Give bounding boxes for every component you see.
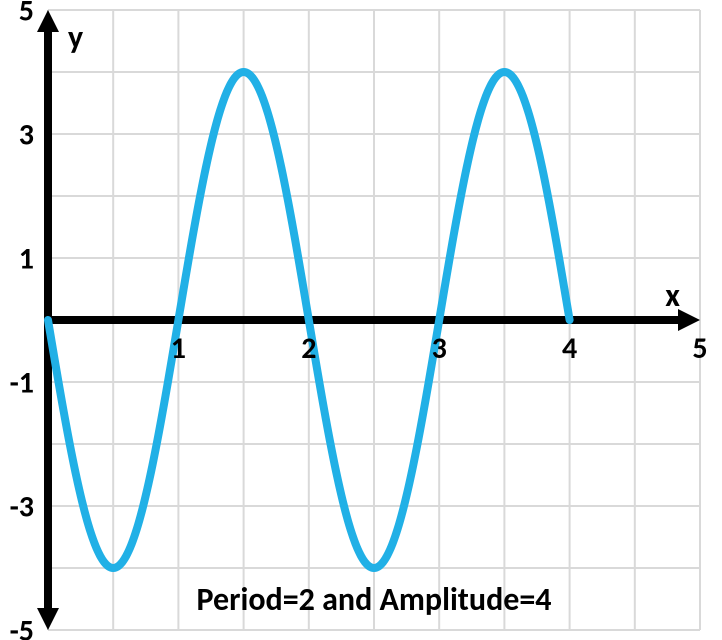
y-tick-label: 3 <box>19 117 34 154</box>
x-axis-label: x <box>665 276 680 315</box>
chart-svg: 1 2 3 4 5 -5 -3 -1 1 3 5 y x Period=2 and Amplitude=4 <box>0 0 722 640</box>
y-tick-label: -5 <box>10 613 34 640</box>
y-axis-label: y <box>68 18 83 57</box>
x-tick-label: 3 <box>432 330 447 367</box>
y-tick-label: 5 <box>19 0 34 30</box>
x-tick-label: 2 <box>301 330 316 367</box>
y-tick-label: -1 <box>10 365 34 402</box>
chart-caption: Period=2 and Amplitude=4 <box>196 580 551 619</box>
y-tick-label: -3 <box>10 489 34 526</box>
y-tick-label: 1 <box>19 241 34 278</box>
sine-chart: 1 2 3 4 5 -5 -3 -1 1 3 5 y x Period=2 and Amplitude=4 <box>0 0 722 640</box>
x-tick-label: 4 <box>562 330 577 367</box>
x-tick-label: 5 <box>692 330 707 367</box>
x-tick-label: 1 <box>171 330 186 367</box>
